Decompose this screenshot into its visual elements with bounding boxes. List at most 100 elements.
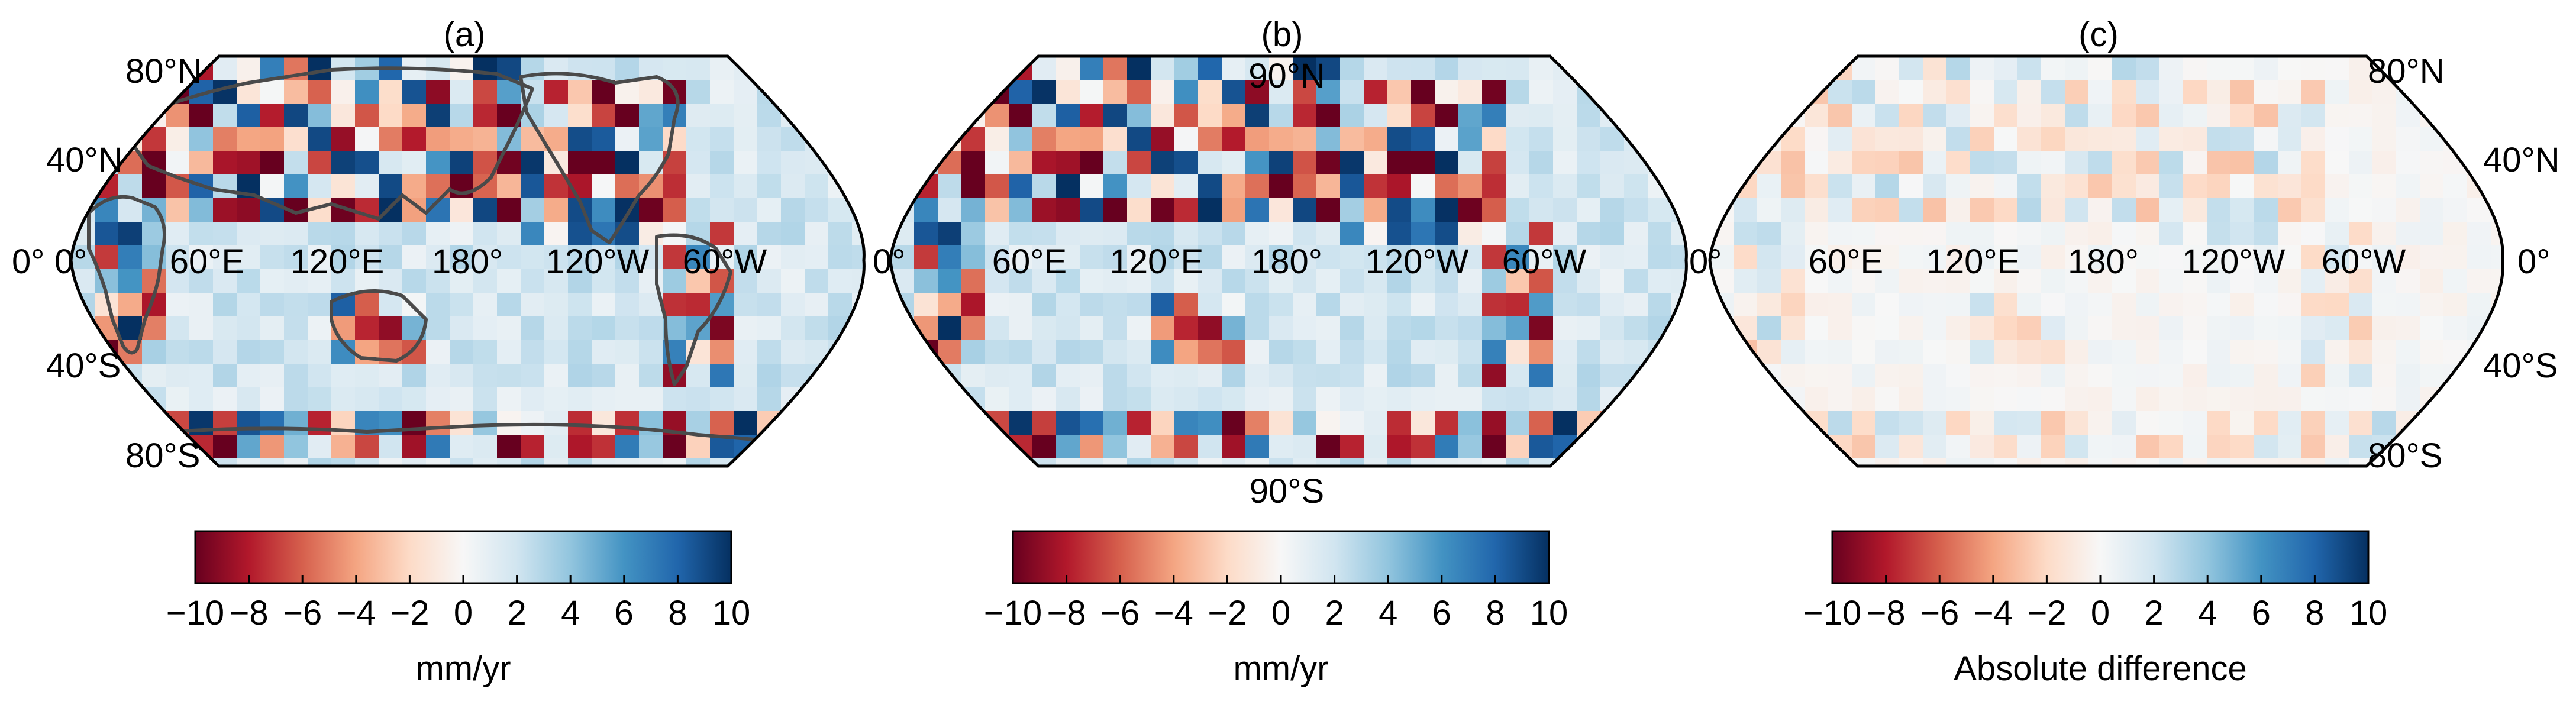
grid-cell bbox=[260, 387, 285, 412]
grid-cell bbox=[544, 56, 569, 80]
grid-cell bbox=[1080, 151, 1104, 175]
grid-cell bbox=[521, 269, 545, 293]
grid-cell bbox=[379, 174, 403, 199]
grid-cell bbox=[189, 222, 214, 246]
grid-cell bbox=[1734, 104, 1758, 128]
grid-cell bbox=[852, 340, 864, 364]
grid-cell bbox=[1899, 411, 1923, 435]
grid-cell bbox=[1080, 80, 1104, 104]
grid-cell bbox=[1734, 269, 1758, 293]
grid-cell bbox=[1506, 293, 1530, 317]
grid-cell bbox=[426, 245, 450, 270]
grid-cell bbox=[1080, 340, 1104, 364]
grid-cell bbox=[1648, 293, 1672, 317]
grid-cell bbox=[402, 80, 427, 104]
grid-cell bbox=[2278, 222, 2302, 246]
grid-cell bbox=[189, 269, 214, 293]
lon-label-60w: 60°W bbox=[1502, 243, 1587, 281]
grid-cell bbox=[284, 364, 308, 388]
grid-cell bbox=[497, 364, 521, 388]
grid-cell bbox=[2372, 198, 2397, 222]
grid-cell bbox=[260, 364, 285, 388]
grid-cell bbox=[1946, 174, 1971, 199]
grid-cell bbox=[1222, 127, 1246, 151]
grid-cell bbox=[1852, 293, 1876, 317]
grid-cell bbox=[1970, 387, 1994, 412]
grid-cell bbox=[308, 80, 332, 104]
grid-cell bbox=[1174, 80, 1199, 104]
grid-cell bbox=[1032, 387, 1057, 412]
grid-cell bbox=[805, 80, 829, 104]
grid-cell bbox=[1734, 411, 1758, 435]
grid-cell bbox=[1553, 387, 1577, 412]
grid-cell bbox=[2230, 293, 2255, 317]
grid-cell bbox=[1387, 435, 1412, 459]
grid-cell bbox=[615, 364, 640, 388]
grid-cell bbox=[2372, 174, 2397, 199]
grid-cell bbox=[1970, 411, 1994, 435]
grid-cell bbox=[2372, 269, 2397, 293]
grid-cell bbox=[2183, 222, 2207, 246]
grid-cell bbox=[615, 316, 640, 341]
grid-cell bbox=[686, 174, 711, 199]
grid-cell bbox=[213, 387, 237, 412]
grid-cell bbox=[890, 151, 915, 175]
grid-cell bbox=[71, 293, 95, 317]
grid-cell bbox=[2349, 435, 2373, 459]
grid-cell bbox=[1946, 293, 1971, 317]
grid-cell bbox=[2372, 222, 2397, 246]
lon-label-180: 180° bbox=[2068, 243, 2139, 281]
grid-cell bbox=[734, 411, 758, 435]
grid-cell bbox=[805, 458, 829, 466]
lat-label-80s: 80°S bbox=[125, 437, 200, 475]
grid-cell bbox=[331, 174, 356, 199]
grid-cell bbox=[497, 293, 521, 317]
grid-cell bbox=[2041, 151, 2065, 175]
grid-cell bbox=[1364, 151, 1388, 175]
grid-cell bbox=[2065, 364, 2089, 388]
grid-cell bbox=[1198, 316, 1222, 341]
grid-cell bbox=[2112, 127, 2136, 151]
grid-cell bbox=[1852, 364, 1876, 388]
grid-cell bbox=[781, 222, 805, 246]
grid-cell bbox=[2372, 364, 2397, 388]
grid-cell bbox=[1364, 80, 1388, 104]
grid-cell bbox=[189, 293, 214, 317]
grid-cell bbox=[2443, 458, 2468, 466]
grid-cell bbox=[521, 387, 545, 412]
grid-cell bbox=[1970, 222, 1994, 246]
grid-cell bbox=[1056, 222, 1080, 246]
grid-cell bbox=[1151, 458, 1175, 466]
grid-cell bbox=[757, 340, 782, 364]
grid-cell bbox=[1435, 245, 1459, 270]
grid-cell bbox=[1781, 364, 1805, 388]
grid-cell bbox=[2349, 198, 2373, 222]
grid-cell bbox=[1340, 387, 1364, 412]
grid-cell bbox=[1293, 411, 1317, 435]
grid-cell bbox=[1757, 198, 1781, 222]
grid-cell bbox=[1245, 316, 1270, 341]
grid-cell bbox=[1994, 56, 2018, 80]
grid-cell bbox=[1458, 80, 1483, 104]
grid-cell bbox=[1710, 56, 1734, 80]
grid-cell bbox=[1103, 245, 1128, 270]
grid-cell bbox=[781, 151, 805, 175]
grid-cell bbox=[1198, 151, 1222, 175]
grid-cell bbox=[2491, 458, 2503, 466]
grid-cell bbox=[2112, 458, 2136, 466]
grid-cell bbox=[1222, 174, 1246, 199]
grid-cell bbox=[1899, 364, 1923, 388]
grid-cell bbox=[2396, 127, 2420, 151]
grid-cell bbox=[1435, 174, 1459, 199]
grid-cell bbox=[2207, 104, 2231, 128]
grid-cell bbox=[1994, 222, 2018, 246]
grid-cell bbox=[2065, 174, 2089, 199]
grid-cell bbox=[1056, 151, 1080, 175]
grid-cell bbox=[2278, 458, 2302, 466]
grid-cell bbox=[710, 127, 734, 151]
grid-cell bbox=[985, 245, 1009, 270]
grid-cell bbox=[592, 411, 616, 435]
grid-cell bbox=[781, 269, 805, 293]
grid-cell bbox=[71, 80, 95, 104]
grid-cell bbox=[1577, 411, 1601, 435]
